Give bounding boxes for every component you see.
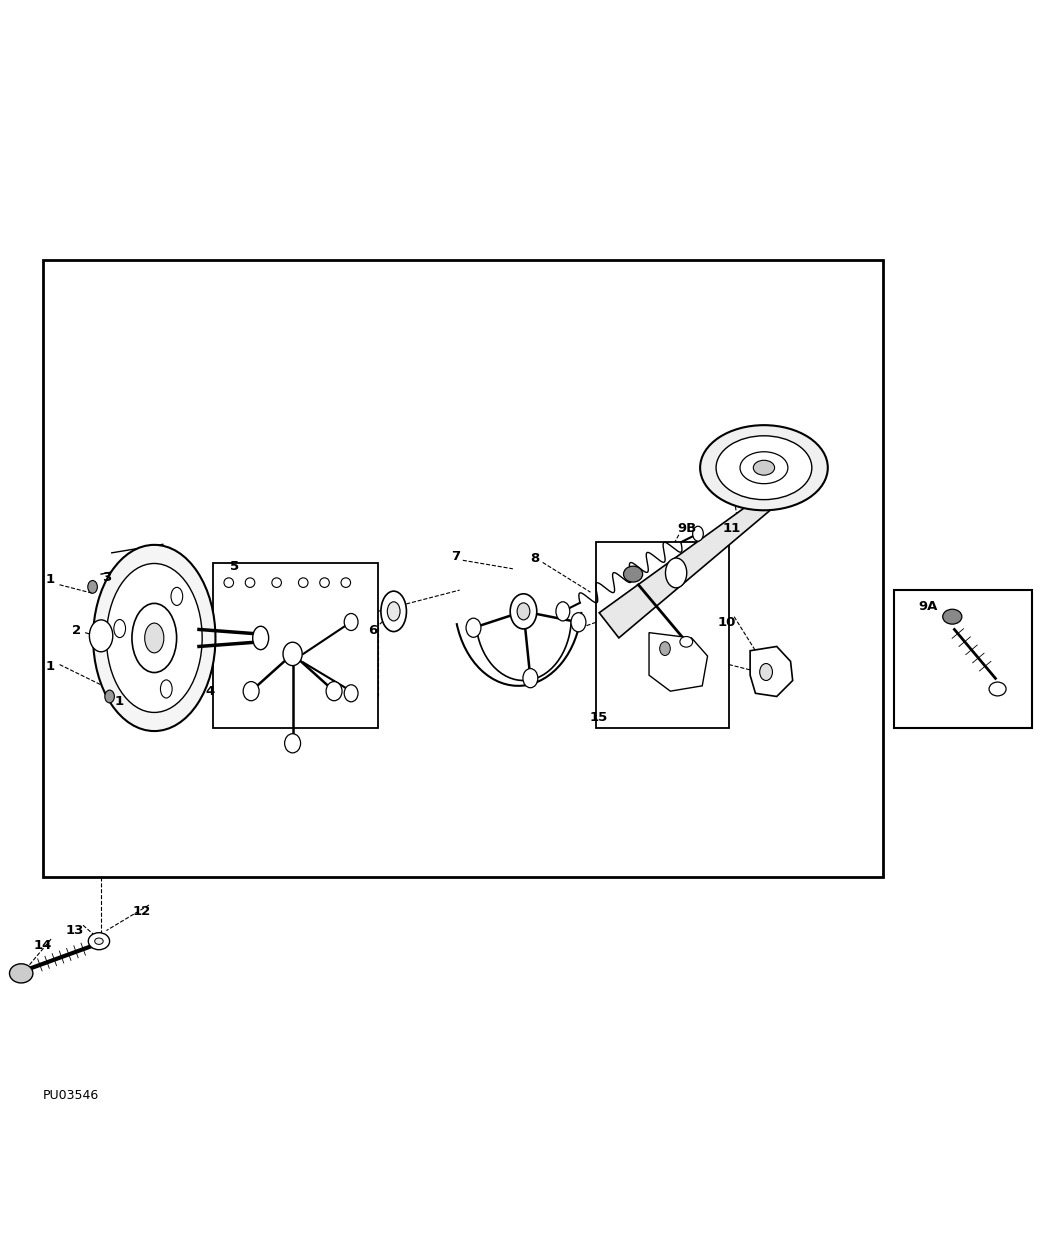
Ellipse shape (624, 566, 643, 582)
Ellipse shape (739, 452, 787, 484)
Text: 12: 12 (132, 904, 151, 918)
Bar (43, 260, 883, 877)
Ellipse shape (943, 610, 962, 624)
Text: 6: 6 (368, 624, 377, 637)
Ellipse shape (387, 602, 400, 621)
Text: 1: 1 (46, 573, 54, 586)
Ellipse shape (253, 626, 269, 649)
Ellipse shape (753, 460, 775, 475)
Ellipse shape (665, 559, 686, 588)
Ellipse shape (555, 602, 570, 621)
Ellipse shape (517, 603, 530, 620)
Text: 7: 7 (451, 550, 460, 562)
Ellipse shape (345, 613, 358, 631)
Ellipse shape (700, 425, 828, 510)
Ellipse shape (693, 526, 703, 541)
Text: 9A: 9A (918, 600, 937, 612)
Polygon shape (750, 647, 793, 697)
Ellipse shape (466, 618, 481, 637)
Ellipse shape (114, 620, 126, 638)
Ellipse shape (510, 593, 536, 629)
Bar (596, 542, 729, 729)
Ellipse shape (171, 587, 183, 606)
Ellipse shape (345, 684, 358, 702)
Text: 11: 11 (722, 522, 742, 535)
Ellipse shape (990, 682, 1007, 695)
Polygon shape (649, 633, 708, 692)
Ellipse shape (716, 435, 812, 500)
Ellipse shape (95, 938, 103, 944)
Text: 1: 1 (46, 661, 54, 673)
Bar (894, 590, 1032, 729)
Ellipse shape (10, 964, 33, 983)
Text: 2: 2 (72, 624, 81, 637)
Ellipse shape (283, 642, 302, 666)
Ellipse shape (94, 545, 215, 731)
Ellipse shape (381, 591, 406, 632)
Bar (213, 564, 378, 729)
Ellipse shape (89, 620, 113, 652)
Text: 5: 5 (230, 560, 238, 573)
Text: 14: 14 (33, 939, 52, 952)
Ellipse shape (106, 564, 202, 713)
Text: 8: 8 (531, 551, 539, 565)
Ellipse shape (760, 663, 772, 680)
Ellipse shape (161, 680, 172, 698)
Ellipse shape (87, 581, 97, 593)
Text: PU03546: PU03546 (43, 1088, 99, 1102)
Ellipse shape (680, 637, 693, 647)
Text: 10: 10 (717, 616, 736, 628)
Text: 9B: 9B (678, 522, 697, 535)
Text: 3: 3 (102, 571, 111, 583)
Text: 4: 4 (205, 684, 214, 698)
Ellipse shape (145, 623, 164, 653)
Ellipse shape (571, 613, 586, 632)
Ellipse shape (132, 603, 177, 673)
Ellipse shape (104, 690, 114, 703)
Text: 15: 15 (589, 712, 609, 724)
Text: 13: 13 (65, 924, 84, 937)
Ellipse shape (88, 933, 110, 949)
Ellipse shape (244, 682, 260, 700)
Ellipse shape (522, 668, 537, 688)
Ellipse shape (660, 642, 670, 656)
Ellipse shape (285, 734, 301, 753)
Text: 1: 1 (115, 695, 123, 708)
Ellipse shape (326, 682, 342, 700)
Polygon shape (599, 488, 782, 638)
